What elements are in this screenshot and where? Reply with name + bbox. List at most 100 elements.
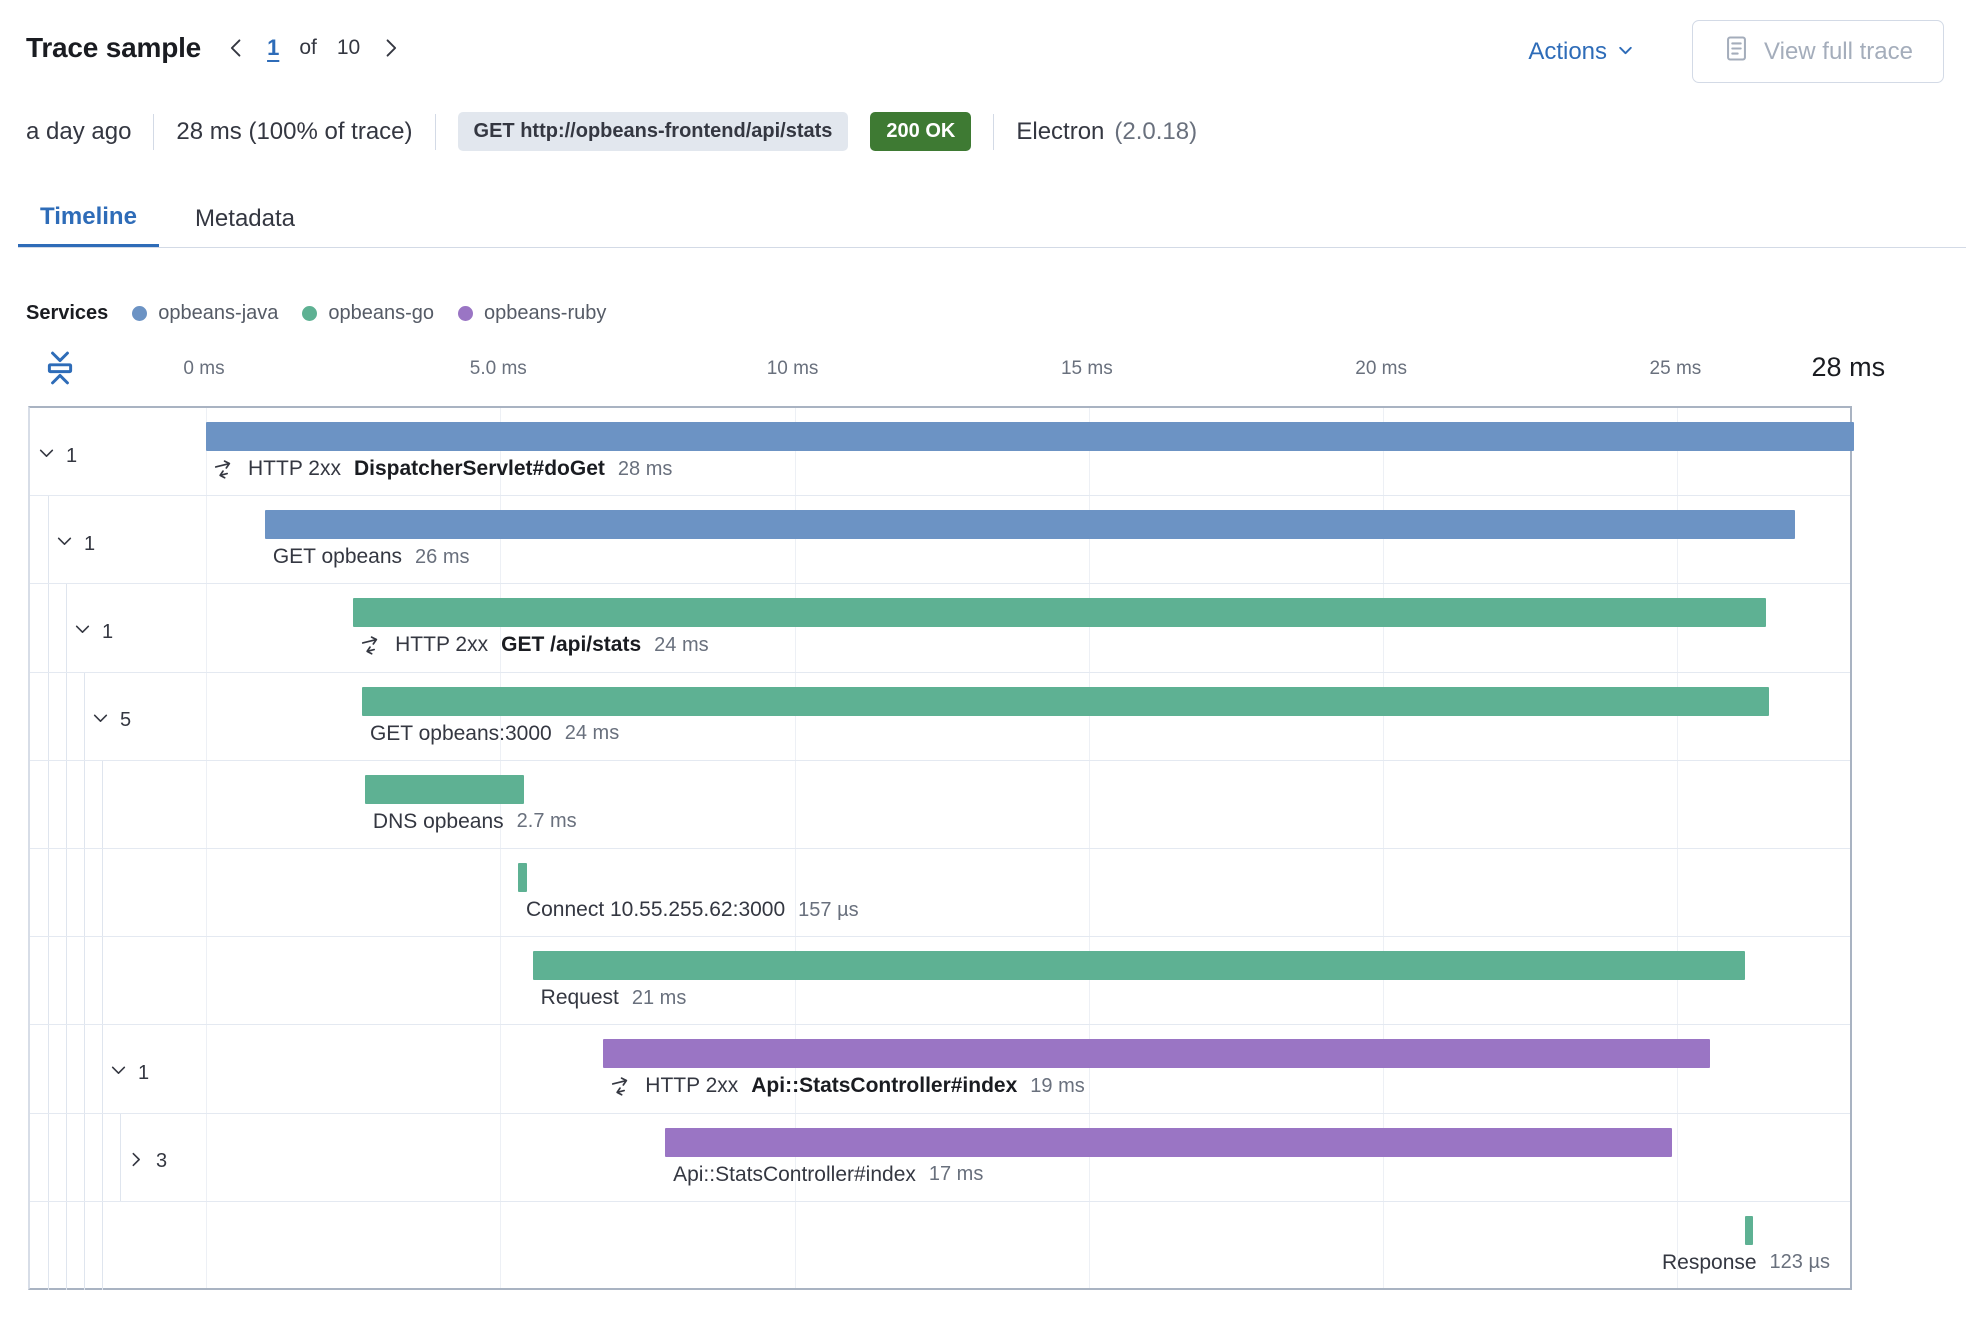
- span-duration: 21 ms: [631, 986, 687, 1009]
- indent-guide: [102, 1025, 103, 1113]
- indent-guide: [84, 937, 85, 1025]
- chevron-down-icon: [1617, 38, 1634, 66]
- indent-guide: [48, 937, 49, 1025]
- span-duration: 123 µs: [1769, 1251, 1830, 1274]
- collapse-children-toggle[interactable]: 1: [56, 533, 95, 554]
- span-label[interactable]: Connect 10.55.255.62:3000 157 µs: [526, 898, 859, 922]
- duration-label: 28 ms (100% of trace): [176, 117, 413, 145]
- axis-total-duration-label: 28 ms: [1811, 352, 1886, 382]
- waterfall-row: 5 GET opbeans:3000 24 ms: [30, 672, 1850, 761]
- tab-bar: Timeline Metadata: [18, 190, 1966, 248]
- indent-guide: [48, 584, 49, 672]
- indent-guide: [66, 584, 67, 672]
- indent-guide: [66, 1201, 67, 1290]
- trace-summary: a day ago 28 ms (100% of trace) GET http…: [26, 112, 1197, 151]
- span-bar[interactable]: [665, 1127, 1672, 1157]
- span-result-label: HTTP 2xx: [645, 1074, 739, 1098]
- transaction-merge-icon: [214, 459, 235, 480]
- header: Trace sample 1 of 10: [26, 32, 402, 64]
- services-legend-title: Services: [26, 302, 109, 324]
- tab-metadata[interactable]: Metadata: [194, 204, 296, 232]
- span-label[interactable]: GET opbeans:3000 24 ms: [370, 722, 619, 746]
- span-duration: 24 ms: [564, 722, 620, 745]
- divider: [153, 113, 155, 150]
- span-name: GET /api/stats: [501, 633, 642, 657]
- span-bar[interactable]: [364, 774, 524, 804]
- actions-menu-button[interactable]: Actions: [1528, 38, 1634, 66]
- span-bar[interactable]: [353, 598, 1766, 628]
- span-bar[interactable]: [206, 422, 1854, 451]
- span-bar[interactable]: [1745, 1215, 1753, 1245]
- collapse-all-button[interactable]: [42, 348, 78, 388]
- span-bar[interactable]: [532, 951, 1746, 981]
- agent-name: Electron: [1016, 117, 1105, 145]
- time-axis: 0 ms 5.0 ms 10 ms 15 ms 20 ms 25 ms 28 ms: [0, 352, 1966, 390]
- indent-guide: [102, 1201, 103, 1290]
- indent-guide: [48, 1113, 49, 1201]
- fold-icon: [47, 351, 73, 385]
- axis-tick-label: 5.0 ms: [469, 358, 527, 379]
- view-full-trace-button[interactable]: View full trace: [1692, 20, 1944, 83]
- span-label[interactable]: DNS opbeans 2.7 ms: [373, 810, 577, 834]
- agent-info: Electron (2.0.18): [1016, 118, 1197, 146]
- span-bar[interactable]: [264, 510, 1796, 540]
- span-label[interactable]: Api::StatsController#index 17 ms: [673, 1163, 983, 1187]
- actions-label: Actions: [1528, 37, 1608, 65]
- collapse-children-toggle[interactable]: 1: [74, 621, 113, 642]
- span-label[interactable]: GET opbeans 26 ms: [273, 545, 470, 569]
- status-badge: 200 OK: [870, 112, 972, 151]
- span-name: Api::StatsController#index: [751, 1074, 1018, 1098]
- waterfall-row: Request 21 ms: [30, 937, 1850, 1026]
- span-bar[interactable]: [603, 1039, 1710, 1069]
- span-name: GET opbeans: [272, 545, 403, 569]
- span-bar[interactable]: [361, 686, 1769, 716]
- indent-guide: [66, 1113, 67, 1201]
- legend-dot-icon: [458, 306, 474, 321]
- span-label[interactable]: HTTP 2xx Api::StatsController#index 19 ms: [611, 1074, 1085, 1098]
- collapse-children-toggle[interactable]: 1: [38, 445, 77, 466]
- span-duration: 28 ms: [617, 457, 673, 480]
- span-duration: 17 ms: [928, 1163, 984, 1186]
- indent-guide: [66, 849, 67, 937]
- indent-guide: [84, 1025, 85, 1113]
- next-trace-icon[interactable]: [380, 37, 402, 59]
- indent-guide: [84, 1201, 85, 1290]
- span-duration: 157 µs: [798, 898, 859, 921]
- prev-trace-icon[interactable]: [225, 37, 247, 59]
- span-result-label: HTTP 2xx: [248, 457, 341, 480]
- waterfall-row: DNS opbeans 2.7 ms: [30, 760, 1850, 849]
- expand-children-toggle[interactable]: 3: [128, 1151, 167, 1172]
- collapse-children-toggle[interactable]: 5: [92, 710, 131, 731]
- axis-tick-label: 0 ms: [183, 358, 225, 379]
- span-label[interactable]: HTTP 2xx DispatcherServlet#doGet 28 ms: [214, 457, 672, 481]
- indent-guide: [102, 849, 103, 937]
- total-traces: 10: [336, 36, 361, 59]
- span-duration: 19 ms: [1030, 1074, 1085, 1097]
- span-duration: 26 ms: [415, 545, 470, 568]
- chevron-down-icon: [56, 533, 73, 554]
- span-label[interactable]: HTTP 2xx GET /api/stats 24 ms: [361, 633, 709, 657]
- span-duration: 24 ms: [654, 633, 709, 656]
- span-label[interactable]: Request 21 ms: [541, 986, 687, 1010]
- indent-guide: [120, 1113, 121, 1201]
- view-full-trace-label: View full trace: [1764, 37, 1913, 65]
- page-title: Trace sample: [26, 32, 202, 63]
- indent-guide: [48, 672, 49, 760]
- span-name: Response: [1661, 1250, 1757, 1274]
- span-bar[interactable]: [517, 863, 528, 892]
- span-name: DNS opbeans: [372, 809, 504, 833]
- pager-of-label: of: [299, 36, 317, 59]
- legend-item-label: opbeans-go: [328, 302, 435, 324]
- indent-guide: [102, 937, 103, 1025]
- agent-version: (2.0.18): [1114, 117, 1198, 145]
- axis-tick-label: 25 ms: [1649, 358, 1702, 379]
- current-trace-number[interactable]: 1: [267, 35, 280, 60]
- tab-timeline[interactable]: Timeline: [18, 190, 159, 247]
- span-label[interactable]: Response 123 µs: [1662, 1251, 1830, 1275]
- chevron-down-icon: [110, 1062, 127, 1083]
- indent-guide: [48, 760, 49, 848]
- collapse-children-toggle[interactable]: 1: [110, 1062, 149, 1083]
